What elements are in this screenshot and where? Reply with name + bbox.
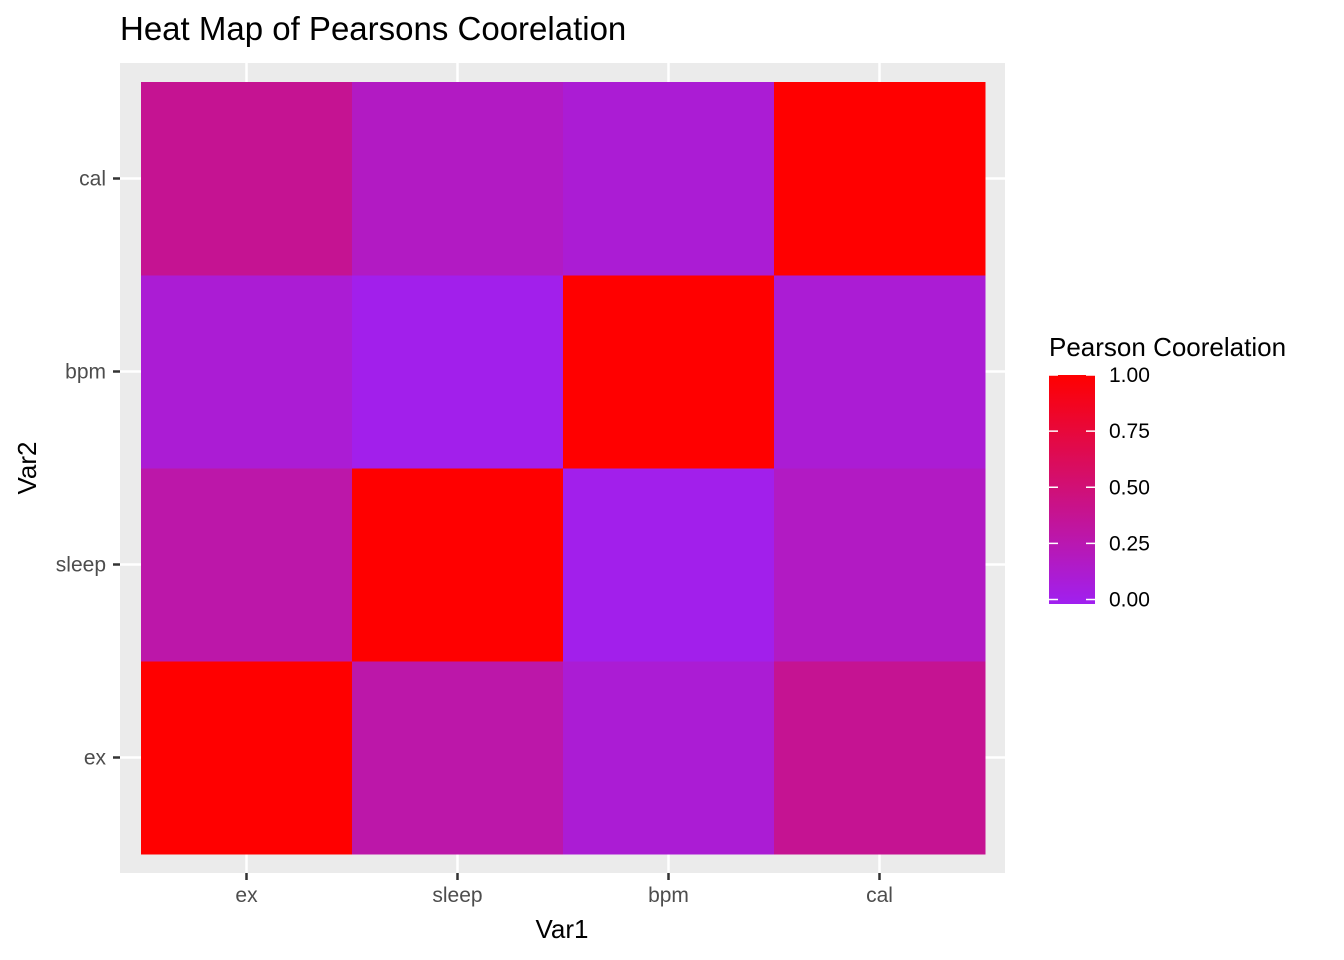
heatmap-cell-sleep-ex [352,661,564,855]
legend-ticks: 1.00 0.75 0.50 0.25 0.00 [1049,364,1150,612]
x-tick-label: ex [235,884,258,907]
color-legend: Pearson Coorelation 1.00 0.75 0.50 0.25 0.00 [1049,332,1286,612]
y-axis-title: Var2 [12,442,42,495]
x-tick-label: cal [866,884,893,907]
x-axis: ex sleep bpm cal [235,873,893,907]
heatmap-cell-ex-cal [141,82,353,276]
heatmap-cell-sleep-cal [352,82,564,276]
legend-tick-label: 1.00 [1109,364,1150,387]
heatmap-cell-bpm-cal [563,82,775,276]
y-tick-label: ex [84,747,107,770]
legend-tick-label: 0.25 [1109,532,1150,555]
y-tick-label: sleep [56,554,106,577]
heatmap-cell-bpm-bpm [563,275,775,469]
chart-title: Heat Map of Pearsons Coorelation [120,10,626,47]
x-tick-label: sleep [432,884,482,907]
heatmap-cell-bpm-ex [563,661,775,855]
legend-tick-label: 0.50 [1109,476,1150,499]
heatmap-cell-sleep-sleep [352,468,564,662]
heatmap-cell-sleep-bpm [352,275,564,469]
legend-tick-label: 0.00 [1109,589,1150,612]
x-tick-label: bpm [648,884,689,907]
y-axis: ex sleep bpm cal [56,168,120,770]
heatmap-cell-cal-ex [774,661,986,855]
x-axis-title: Var1 [536,914,589,944]
heatmap-cell-cal-cal [774,82,986,276]
legend-tick-label: 0.75 [1109,420,1150,443]
heatmap-tiles [141,82,986,855]
heatmap-cell-ex-sleep [141,468,353,662]
heatmap-cell-cal-bpm [774,275,986,469]
heatmap-cell-cal-sleep [774,468,986,662]
heatmap-cell-ex-ex [141,661,353,855]
heatmap-cell-ex-bpm [141,275,353,469]
y-tick-label: cal [79,168,106,191]
y-tick-label: bpm [65,361,106,384]
heatmap-cell-bpm-sleep [563,468,775,662]
legend-title: Pearson Coorelation [1049,332,1286,362]
legend-colorbar [1049,375,1095,604]
